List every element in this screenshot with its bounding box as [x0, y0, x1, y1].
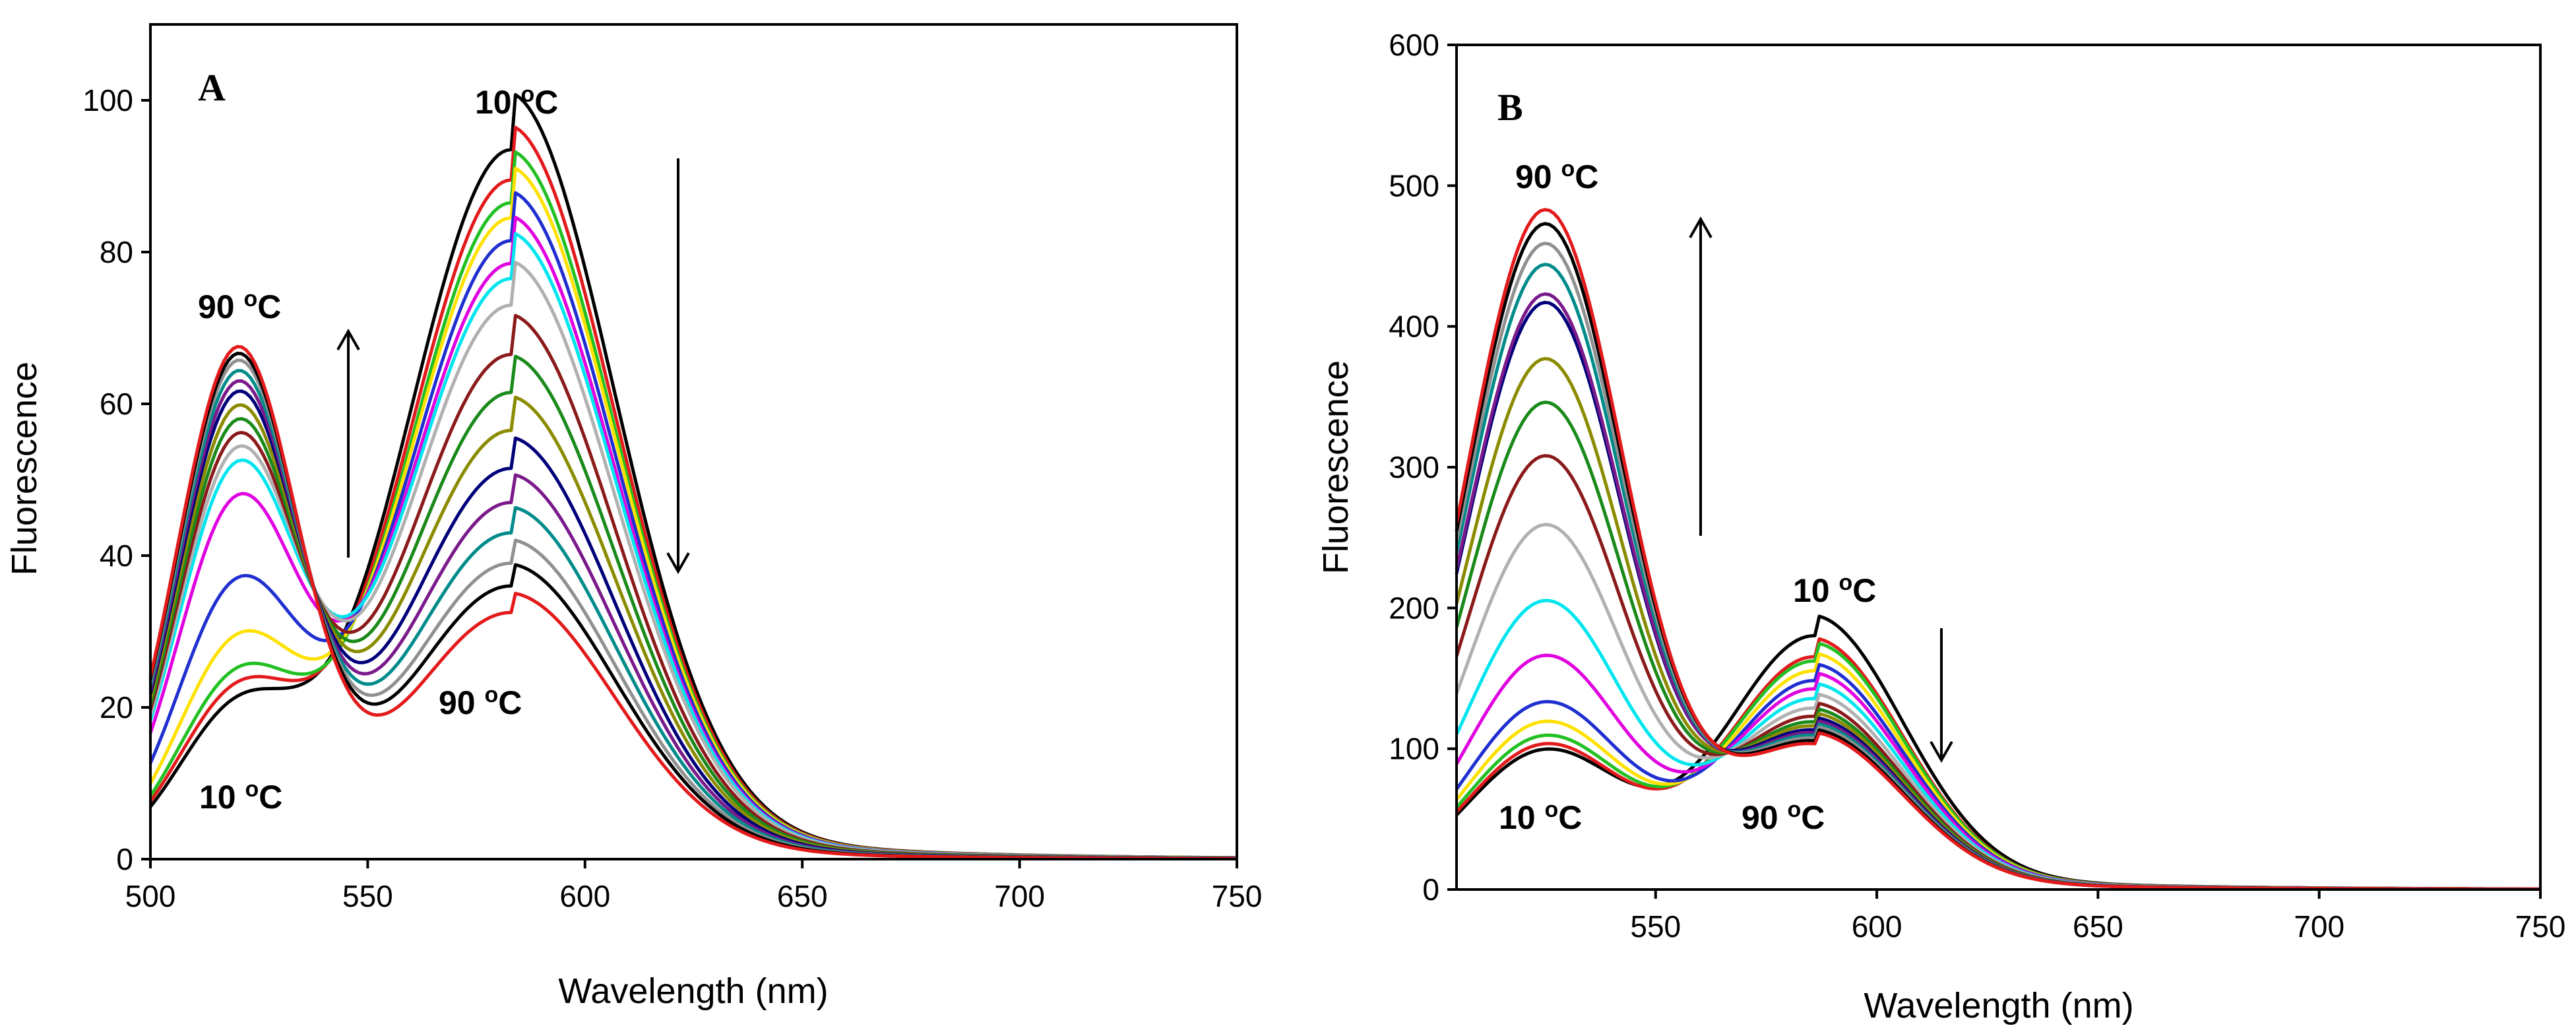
y-tick-label: 40 [100, 538, 133, 573]
panel-a-x-ticks: 500 550 600 650 700 750 [125, 859, 1263, 913]
panel-b-y-axis-title: Fluorescence [1316, 360, 1356, 574]
y-tick-label: 500 [1389, 168, 1439, 203]
series-line-a-15 [148, 358, 1237, 860]
series-line-a-5 [148, 191, 1238, 860]
x-tick-label: 600 [1852, 909, 1902, 944]
annotation-b-90c-bottom: 90 oC [1742, 797, 1825, 836]
annotation-a-90c-bottom: 90 oC [439, 682, 522, 721]
series-line-a-10 [148, 354, 1237, 860]
series-line-b-8 [1455, 523, 2540, 891]
x-tick-label: 700 [994, 879, 1045, 913]
arrow-down-icon [1930, 628, 1953, 763]
x-tick-label: 700 [2294, 909, 2344, 944]
arrow-up-icon [336, 328, 360, 558]
panel-a-series [148, 93, 1238, 860]
y-tick-label: 600 [1389, 28, 1439, 62]
annotation-b-90c-top: 90 oC [1515, 156, 1598, 195]
series-line-b-9 [1455, 454, 2541, 891]
series-line-b-17 [1455, 208, 2540, 891]
series-line-b-14 [1455, 263, 2540, 891]
x-tick-label: 650 [777, 879, 828, 913]
y-tick-label: 0 [1422, 872, 1439, 907]
series-line-a-16 [148, 352, 1237, 860]
panel-a-y-ticks: 0 20 40 60 80 100 [82, 83, 150, 876]
y-tick-label: 100 [1389, 732, 1439, 766]
annotation-a-90c-top: 90 oC [198, 286, 281, 325]
x-tick-label: 750 [2515, 909, 2566, 944]
chart-panel-b: 550 600 650 700 750 0 100 200 300 400 500 600 B Wa… [1316, 28, 2565, 1025]
y-tick-label: 300 [1389, 450, 1439, 484]
arrow-down-icon [666, 158, 690, 575]
annotation-a-10c-bottom: 10 oC [199, 777, 282, 816]
panel-b-series [1455, 208, 2541, 891]
x-tick-label: 750 [1212, 879, 1263, 913]
y-tick-label: 200 [1389, 591, 1439, 625]
y-tick-label: 80 [100, 235, 133, 269]
y-tick-label: 20 [100, 690, 133, 725]
y-tick-label: 0 [116, 842, 133, 876]
series-line-b-7 [1455, 599, 2540, 891]
chart-panel-a: 500 550 600 650 700 750 0 20 40 60 80 100 A Wavele… [5, 23, 1263, 1011]
series-line-a-2 [148, 125, 1238, 860]
panel-b-x-axis-title: Wavelength (nm) [1864, 986, 2133, 1025]
panel-a-y-axis-title: Fluorescence [5, 362, 44, 575]
annotation-a-10c-top: 10 oC [475, 82, 558, 121]
panel-a-plot-frame [149, 23, 1238, 860]
panel-b-x-ticks: 550 600 650 700 750 [1630, 890, 2565, 944]
annotation-b-10c-top: 10 oC [1793, 570, 1876, 609]
y-tick-label: 60 [100, 387, 133, 421]
panel-b-y-ticks: 0 100 200 300 400 500 600 [1389, 28, 1457, 907]
x-tick-label: 650 [2073, 909, 2123, 944]
panel-b-letter: B [1497, 86, 1523, 129]
y-tick-label: 400 [1389, 309, 1439, 344]
annotation-b-10c-bottom: 10 oC [1499, 797, 1582, 836]
series-line-b-15 [1455, 242, 2540, 891]
x-tick-label: 500 [125, 879, 176, 913]
x-tick-label: 600 [559, 879, 610, 913]
panel-a-x-axis-title: Wavelength (nm) [558, 971, 828, 1011]
x-tick-label: 550 [1630, 909, 1681, 944]
panel-a-letter: A [198, 66, 226, 109]
arrow-up-icon [1689, 216, 1712, 536]
x-tick-label: 550 [342, 879, 393, 913]
y-tick-label: 100 [82, 83, 133, 117]
